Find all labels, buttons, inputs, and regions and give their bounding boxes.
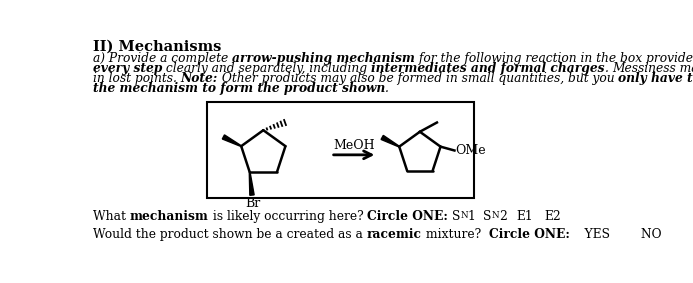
Text: for the following reaction in the box provided. Show: for the following reaction in the box pr…	[415, 52, 693, 65]
Text: racemic: racemic	[367, 228, 421, 241]
Text: E1: E1	[516, 209, 533, 222]
Polygon shape	[381, 135, 399, 147]
Text: Br: Br	[245, 198, 261, 210]
Text: the mechanism to form the product shown: the mechanism to form the product shown	[93, 82, 385, 95]
Text: E2: E2	[544, 209, 561, 222]
Text: intermediates and formal charges: intermediates and formal charges	[371, 63, 605, 76]
Text: Messiness may result: Messiness may result	[613, 63, 693, 76]
Text: What: What	[93, 209, 130, 222]
Text: mechanism: mechanism	[130, 209, 209, 222]
Text: arrow-pushing mechanism: arrow-pushing mechanism	[232, 52, 415, 65]
Text: Circle ONE:: Circle ONE:	[367, 209, 448, 222]
Text: .: .	[605, 63, 613, 76]
Text: 2: 2	[500, 209, 507, 222]
Text: in lost points.: in lost points.	[93, 72, 181, 85]
Text: S: S	[484, 209, 492, 222]
Polygon shape	[222, 135, 241, 147]
Text: a) Provide a complete: a) Provide a complete	[93, 52, 232, 65]
Polygon shape	[249, 172, 254, 195]
Text: .: .	[385, 82, 389, 95]
Text: mixture?: mixture?	[421, 228, 489, 241]
Text: every step: every step	[93, 63, 162, 76]
Text: clearly and separately, including: clearly and separately, including	[162, 63, 371, 76]
Text: Other products may also be formed in small quantities, but you: Other products may also be formed in sma…	[218, 72, 618, 85]
Text: S: S	[452, 209, 460, 222]
Text: N: N	[492, 211, 500, 220]
Text: 1: 1	[468, 209, 475, 222]
Text: Circle ONE:: Circle ONE:	[489, 228, 570, 241]
Bar	[207, 102, 474, 198]
Text: N: N	[460, 211, 468, 220]
Text: II) Mechanisms: II) Mechanisms	[93, 39, 221, 53]
Text: Would the product shown be a created as a: Would the product shown be a created as …	[93, 228, 367, 241]
Text: is likely occurring here?: is likely occurring here?	[209, 209, 367, 222]
Text: OMe: OMe	[455, 144, 486, 157]
Text: YES        NO: YES NO	[570, 228, 662, 241]
Text: Note:: Note:	[181, 72, 218, 85]
Text: MeOH: MeOH	[333, 140, 375, 153]
Text: only have to show: only have to show	[618, 72, 693, 85]
